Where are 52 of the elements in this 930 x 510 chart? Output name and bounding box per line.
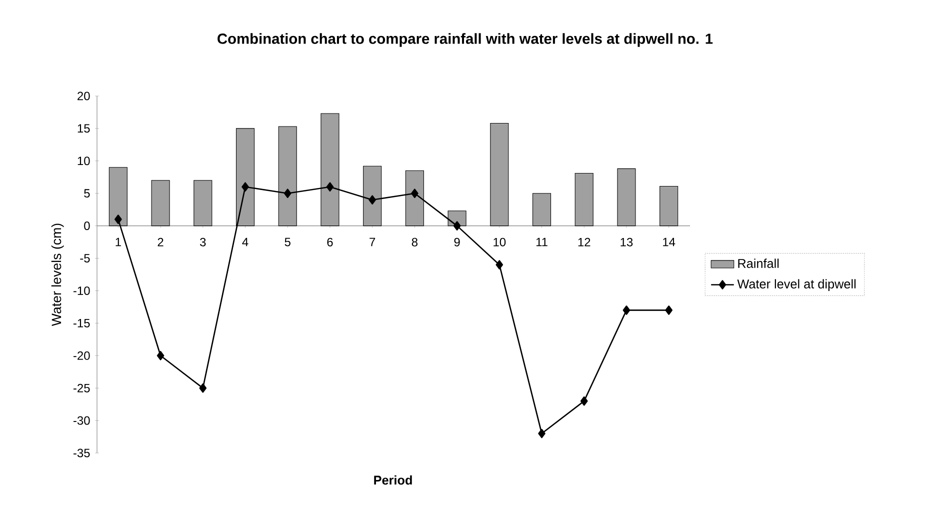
bar — [617, 168, 636, 226]
x-tick-label: 3 — [200, 238, 206, 246]
x-tick-label: 14 — [663, 238, 676, 246]
bar — [194, 180, 212, 226]
x-tick-label: 9 — [454, 238, 460, 246]
y-tick-label: 20 — [78, 92, 90, 100]
point — [665, 306, 672, 315]
y-tick-label: 15 — [78, 124, 90, 133]
point — [368, 195, 376, 205]
point — [114, 214, 122, 224]
point — [453, 221, 461, 230]
chart-title: Combination chart to compare rainfall with water levels at dipwell no. 1 — [218, 33, 713, 47]
point — [411, 188, 418, 198]
y-tick-label: 0 — [84, 222, 90, 230]
x-tick-label: 1 — [116, 238, 121, 246]
x-tick-label: 2 — [158, 238, 164, 246]
bar — [490, 122, 509, 226]
point — [156, 350, 164, 360]
point — [538, 428, 546, 438]
x-tick-label: 5 — [284, 238, 290, 246]
bar — [151, 180, 170, 226]
y-tick-label: -5 — [80, 254, 90, 262]
y-tick-label: 10 — [78, 156, 90, 166]
y-tick-label: -30 — [73, 416, 90, 425]
x-tick-label: 12 — [578, 238, 590, 246]
legend-label: Rainfall — [738, 258, 779, 268]
y-tick-label: -25 — [73, 384, 90, 392]
x-tick-label: 7 — [370, 238, 376, 246]
point — [326, 182, 334, 192]
point — [622, 306, 630, 315]
bar — [574, 172, 594, 226]
bar — [660, 186, 678, 226]
x-tick-label: 6 — [327, 238, 333, 246]
y-tick-label: 5 — [84, 189, 90, 198]
point — [284, 188, 292, 198]
bar — [532, 193, 552, 226]
legend-label: Water level at dipwell — [737, 279, 856, 291]
y-tick-label: -15 — [73, 318, 90, 328]
y-tick-label: -10 — [73, 286, 90, 295]
point — [199, 383, 207, 393]
point — [580, 396, 588, 406]
x-tick-label: 13 — [620, 238, 633, 246]
point — [242, 182, 249, 192]
x-tick-label: 10 — [494, 238, 506, 246]
y-axis-title: Water levels (cm) — [51, 224, 64, 326]
x-axis-title: Period — [374, 475, 412, 485]
y-tick-label: -20 — [73, 351, 90, 360]
x-tick-label: 4 — [242, 238, 248, 246]
y-tick-label: -35 — [73, 448, 90, 458]
x-tick-label: 11 — [536, 238, 548, 246]
x-tick-label: 8 — [412, 238, 418, 246]
point — [496, 260, 504, 270]
